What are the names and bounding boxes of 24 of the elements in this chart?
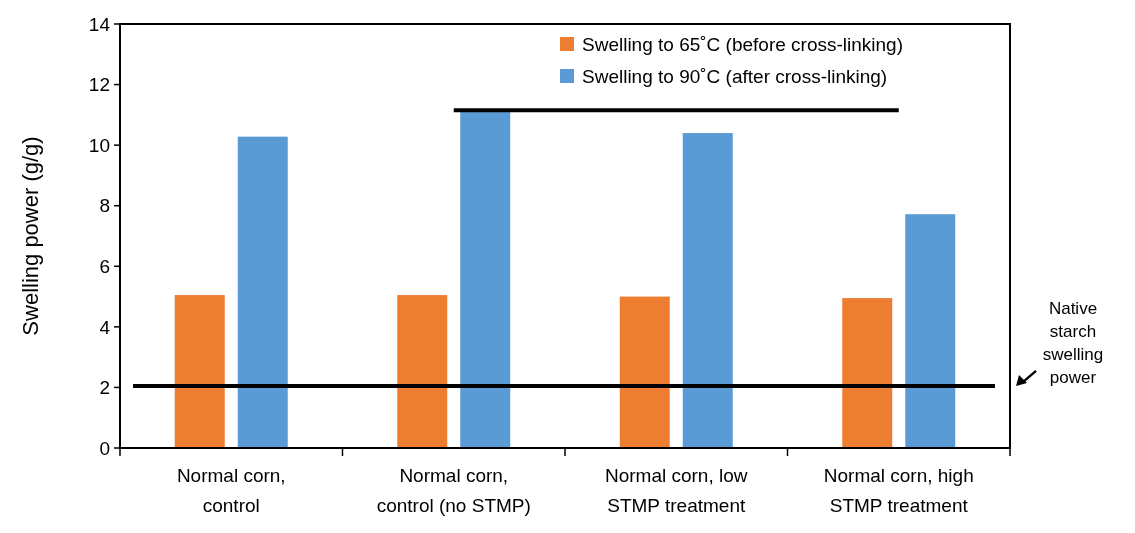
bar (397, 295, 448, 448)
bar (237, 136, 288, 448)
y-axis-title: Swelling power (g/g) (18, 136, 43, 336)
x-tick-label: Normal corn, low STMP treatment (604, 465, 748, 516)
legend-label: Swelling to 65˚C (before cross-linking) (582, 33, 904, 55)
y-tick-label: 12 (88, 74, 110, 96)
bar (174, 295, 225, 448)
bar (619, 296, 670, 448)
bar (905, 214, 956, 448)
legend-label: Swelling to 90˚C (after cross-linking) (582, 65, 888, 87)
y-tick-label: 2 (99, 377, 110, 399)
x-tick-label: Normal corn, control (176, 465, 286, 516)
x-tick-label: Normal corn, control (no STMP) (376, 465, 531, 516)
y-tick-label: 8 (99, 195, 110, 217)
bar (842, 298, 893, 448)
y-tick-label: 0 (99, 437, 110, 459)
y-tick-label: 10 (88, 134, 110, 156)
x-tick-label: Normal corn, high STMP treatment (823, 465, 974, 516)
ref-line-label: Native starch swelling power (1042, 298, 1104, 387)
bar (460, 110, 511, 448)
y-tick-label: 6 (99, 255, 110, 277)
y-tick-label: 14 (88, 13, 111, 35)
y-tick-label: 4 (99, 316, 111, 338)
bar (682, 133, 733, 448)
